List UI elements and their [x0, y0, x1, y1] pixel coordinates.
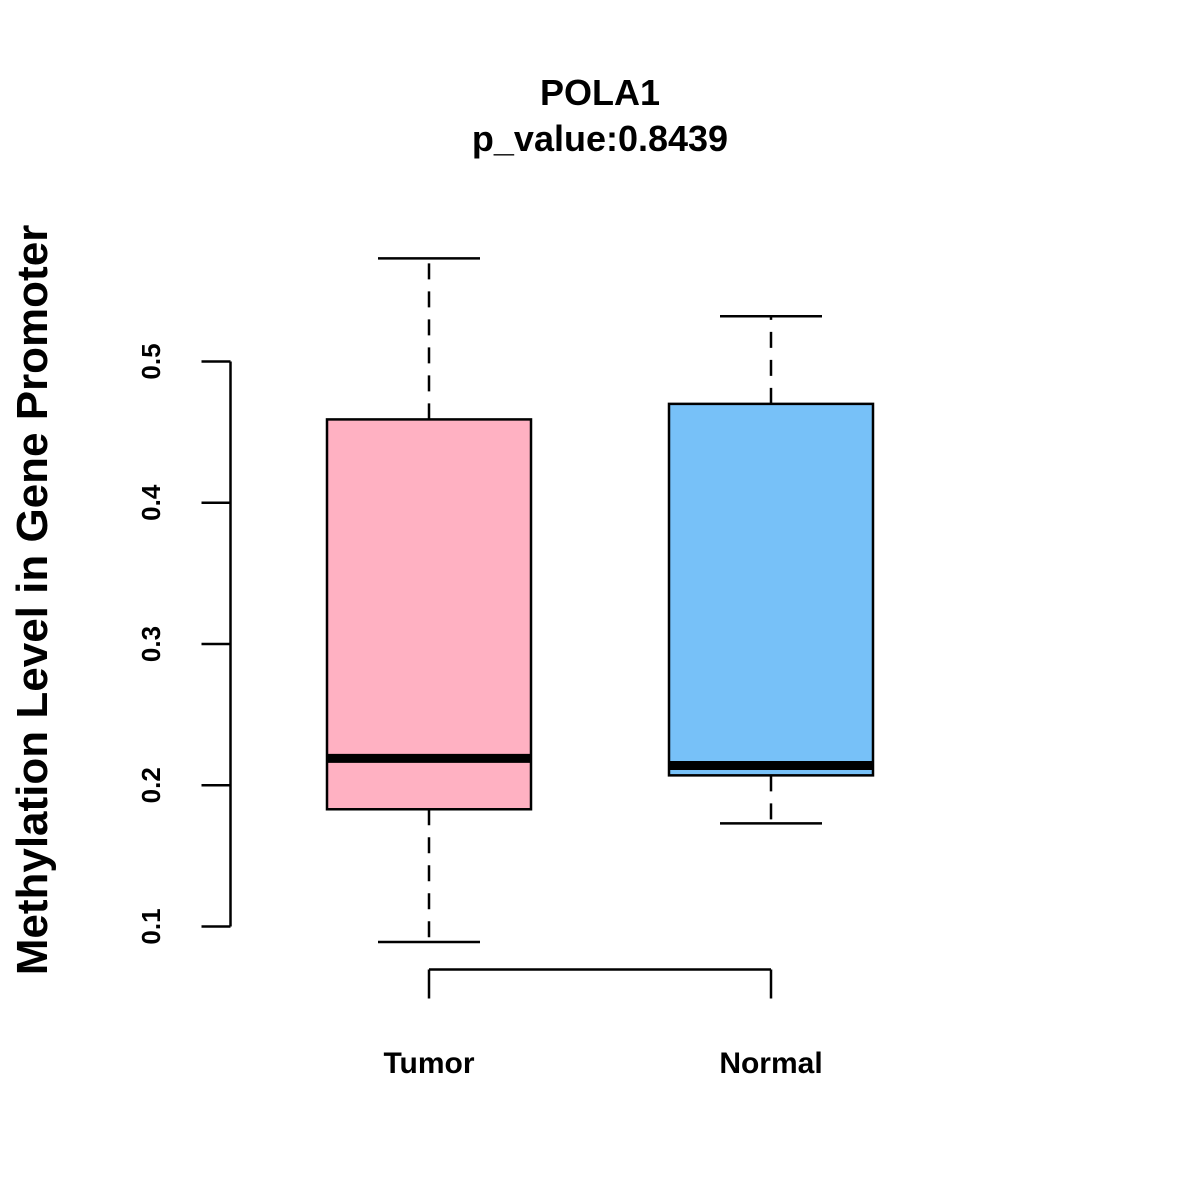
y-tick-label: 0.4 [136, 484, 166, 521]
boxes [325, 257, 875, 944]
chart-title: POLA1 [540, 72, 660, 113]
y-tick-label: 0.3 [136, 626, 166, 662]
box-group-normal [667, 315, 875, 825]
chart-subtitle: p_value:0.8439 [472, 118, 728, 159]
y-axis-label: Methylation Level in Gene Promoter [8, 225, 57, 976]
box-iqr [325, 418, 533, 811]
x-tick-label-normal: Normal [719, 1047, 822, 1080]
x-axis: Tumor Normal [383, 968, 823, 1080]
y-axis: 0.1 0.2 0.3 0.4 0.5 [136, 343, 232, 945]
box-group-tumor [325, 257, 533, 944]
y-tick-label: 0.2 [136, 767, 166, 803]
x-tick-label-tumor: Tumor [383, 1047, 474, 1080]
box-iqr [667, 402, 875, 777]
y-tick-label: 0.5 [136, 343, 166, 379]
y-tick-label: 0.1 [136, 908, 166, 944]
